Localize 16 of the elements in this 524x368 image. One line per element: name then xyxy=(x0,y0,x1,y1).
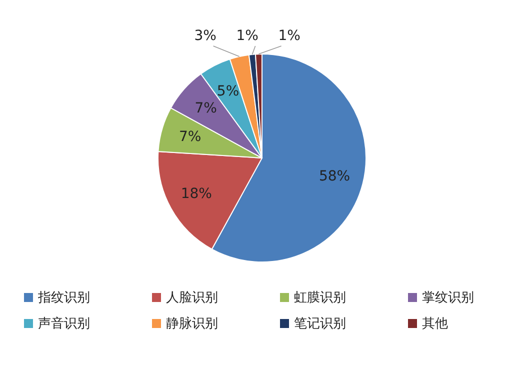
legend-label: 掌纹识别 xyxy=(422,290,474,306)
legend-label: 静脉识别 xyxy=(166,316,218,332)
legend-label: 人脸识别 xyxy=(166,290,218,306)
legend-label: 声音识别 xyxy=(38,316,90,332)
data-label: 5% xyxy=(216,83,240,100)
data-label: 7% xyxy=(194,100,217,116)
legend-label: 其他 xyxy=(422,316,448,332)
data-label: 58% xyxy=(318,168,350,185)
legend-label: 虹膜识别 xyxy=(294,290,346,306)
data-label: 18% xyxy=(180,186,212,202)
legend-label: 指纹识别 xyxy=(37,290,90,306)
data-label: 7% xyxy=(178,129,202,146)
data-label: 3% xyxy=(194,28,216,44)
data-label: 1% xyxy=(236,28,258,44)
legend-label: 笔记识别 xyxy=(294,316,346,332)
data-label: 1% xyxy=(278,28,300,44)
